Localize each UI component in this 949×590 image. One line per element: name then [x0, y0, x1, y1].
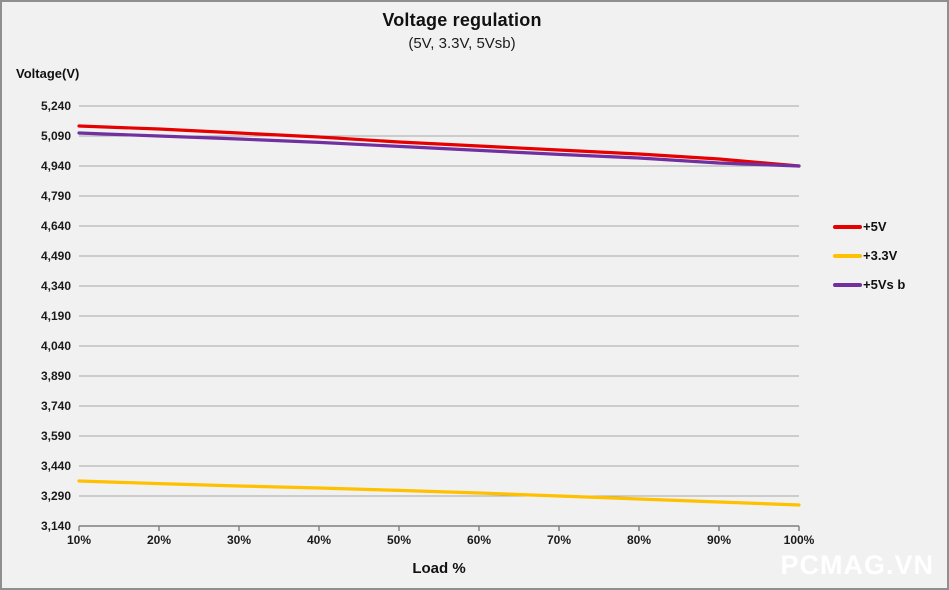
series-line-+3.3V	[77, 479, 801, 507]
y-tick-label: 3,140	[41, 519, 71, 533]
legend-swatch-icon	[833, 224, 862, 229]
x-tick-label: 70%	[547, 533, 571, 547]
y-tick-label: 5,240	[41, 99, 71, 113]
legend-swatch-icon	[833, 282, 862, 287]
legend-item: +5V	[833, 212, 905, 241]
y-tick-label: 4,940	[41, 159, 71, 173]
watermark: PCMAG.VN	[780, 550, 934, 580]
x-tick-label: 90%	[707, 533, 731, 547]
legend-label: +3.3V	[863, 248, 898, 263]
y-tick-label: 3,440	[41, 459, 71, 473]
title-block: Voltage regulation (5V, 3.3V, 5Vsb)	[2, 10, 922, 52]
y-tick-label: 4,340	[41, 279, 71, 293]
x-tick-label: 50%	[387, 533, 411, 547]
y-tick-label: 4,640	[41, 219, 71, 233]
series-line-+5Vs b	[77, 131, 801, 168]
y-tick-label: 4,490	[41, 249, 71, 263]
x-tick-label: 10%	[67, 533, 91, 547]
legend-label: +5Vs b	[863, 277, 906, 292]
y-tick-label: 3,890	[41, 369, 71, 383]
x-axis-title: Load %	[412, 560, 466, 577]
y-axis-title: Voltage(V)	[16, 66, 80, 81]
legend-item: +5Vs b	[833, 270, 905, 299]
series-line-+5V	[77, 124, 801, 168]
y-tick-label: 3,740	[41, 399, 71, 413]
y-tick-label: 4,790	[41, 189, 71, 203]
y-tick-label: 5,090	[41, 129, 71, 143]
x-tick-label: 60%	[467, 533, 491, 547]
x-tick-label: 100%	[784, 533, 815, 547]
chart-subtitle: (5V, 3.3V, 5Vsb)	[408, 35, 516, 52]
x-tick-label: 40%	[307, 533, 331, 547]
x-tick-label: 20%	[147, 533, 171, 547]
y-tick-label: 3,290	[41, 489, 71, 503]
x-tick-label: 80%	[627, 533, 651, 547]
legend-item: +3.3V	[833, 241, 905, 270]
y-tick-label: 4,040	[41, 339, 71, 353]
legend: +5V +3.3V +5Vs b	[833, 212, 905, 299]
y-tick-label: 4,190	[41, 309, 71, 323]
legend-swatch-icon	[833, 253, 862, 258]
x-tick-label: 30%	[227, 533, 251, 547]
y-tick-label: 3,590	[41, 429, 71, 443]
legend-label: +5V	[863, 219, 887, 234]
chart-title: Voltage regulation	[382, 10, 542, 30]
